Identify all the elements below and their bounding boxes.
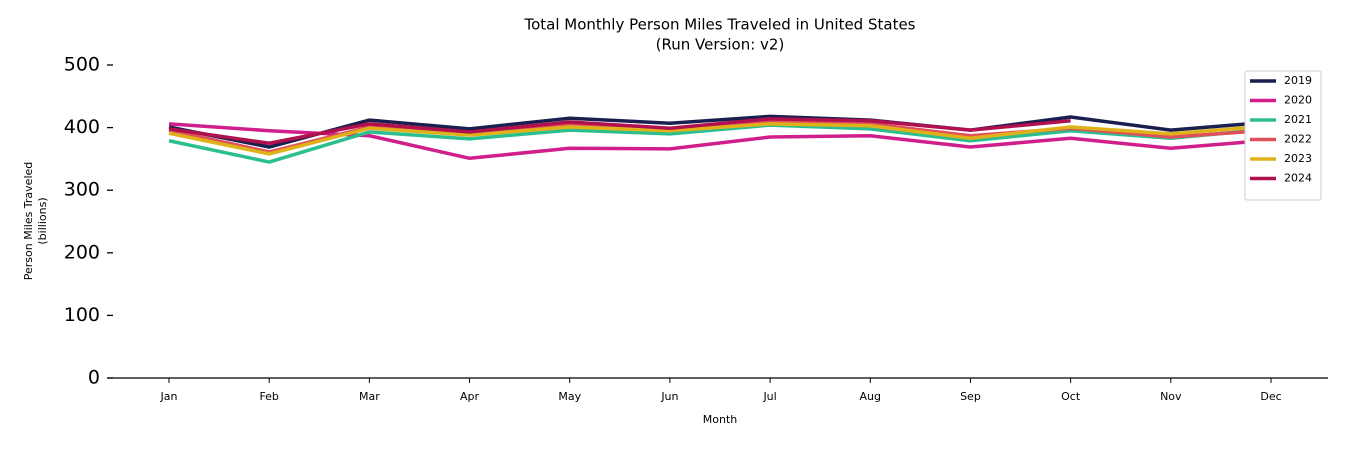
y-tick-label: 100 [64, 304, 100, 326]
series-line [168, 123, 1272, 164]
x-axis-label: Month [703, 413, 738, 426]
x-tick-label: Feb [259, 390, 278, 403]
x-tick-label: May [558, 390, 581, 403]
y-tick-label: 0 [88, 367, 100, 389]
legend-label: 2022 [1284, 133, 1312, 146]
legend-box [1244, 70, 1322, 201]
x-tick-label: Sep [960, 390, 981, 403]
y-tick-label: 300 [64, 179, 100, 201]
y-tick-label: 400 [64, 116, 100, 138]
x-tick-label: Nov [1160, 390, 1182, 403]
legend-label: 2020 [1284, 94, 1312, 107]
x-tick-label: Oct [1061, 390, 1081, 403]
y-tick-label: 200 [64, 241, 100, 263]
series-line [168, 122, 1272, 156]
chart-title: Total Monthly Person Miles Traveled in U… [523, 16, 915, 34]
y-axis-label: (billions) [36, 197, 49, 244]
series-line [168, 114, 1272, 149]
chart-subtitle: (Run Version: v2) [656, 36, 785, 54]
x-tick-label: Dec [1260, 390, 1281, 403]
legend-label: 2021 [1284, 113, 1312, 126]
x-tick-label: Aug [860, 390, 881, 403]
x-tick-label: Jan [160, 390, 178, 403]
legend-label: 2024 [1284, 172, 1312, 185]
legend-label: 2019 [1284, 74, 1312, 87]
y-tick-label: 500 [64, 54, 100, 76]
x-tick-label: Mar [359, 390, 380, 403]
legend-label: 2023 [1284, 152, 1312, 165]
y-axis-label: Person Miles Traveled [22, 162, 35, 281]
series-line [168, 122, 1272, 161]
x-tick-label: Jul [762, 390, 776, 403]
x-tick-label: Apr [460, 390, 480, 403]
series-line [168, 117, 1071, 145]
x-tick-label: Jun [660, 390, 678, 403]
